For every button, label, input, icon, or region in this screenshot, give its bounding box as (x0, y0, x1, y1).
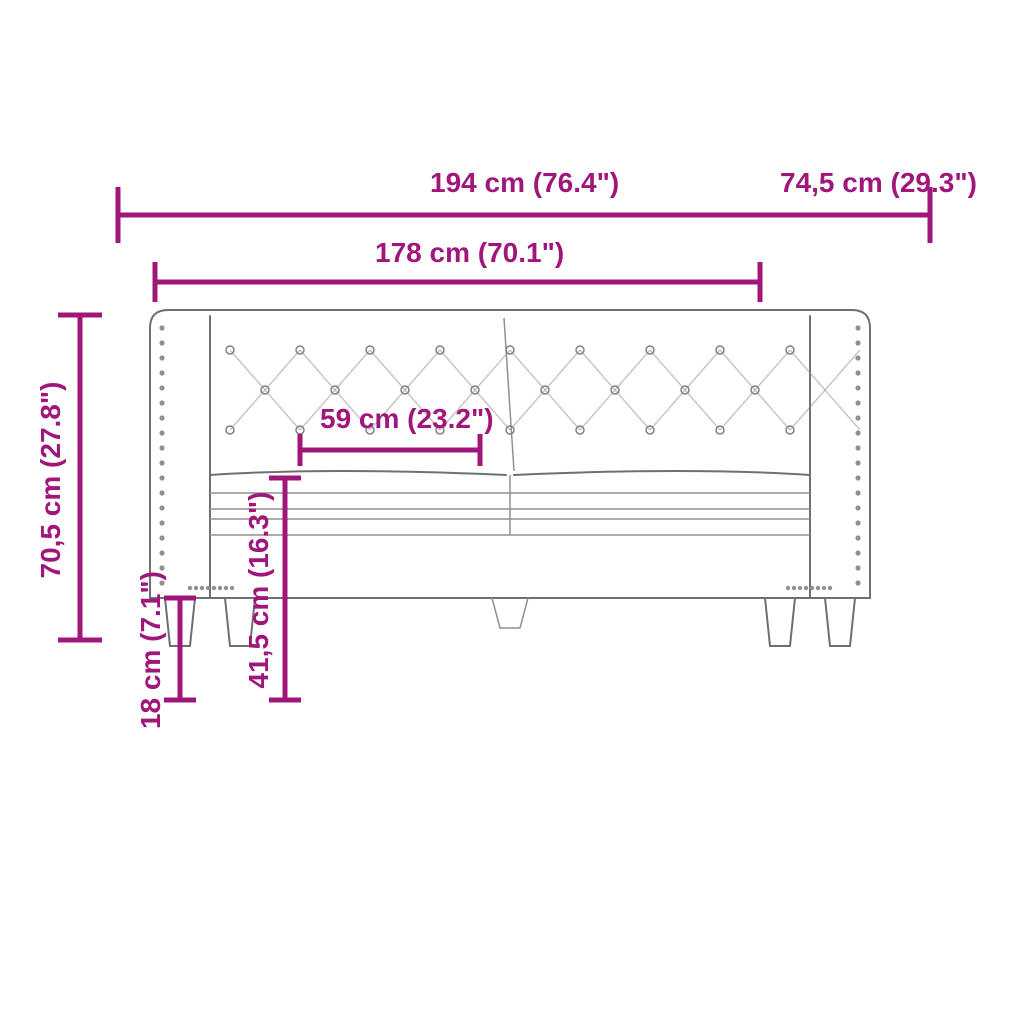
dim-inner-width: 178 cm (70.1") (375, 237, 564, 268)
dimension-annotations: 194 cm (76.4") 74,5 cm (29.3") 178 cm (70.… (35, 167, 977, 729)
dim-total-height: 70,5 cm (27.8") (35, 382, 66, 579)
dim-seat-depth: 59 cm (23.2") (320, 403, 494, 434)
dim-depth: 74,5 cm (29.3") (780, 167, 977, 198)
dim-leg-height: 18 cm (7.1") (135, 571, 166, 729)
dim-total-width: 194 cm (76.4") (430, 167, 619, 198)
dim-seat-height: 41,5 cm (16.3") (243, 492, 274, 689)
